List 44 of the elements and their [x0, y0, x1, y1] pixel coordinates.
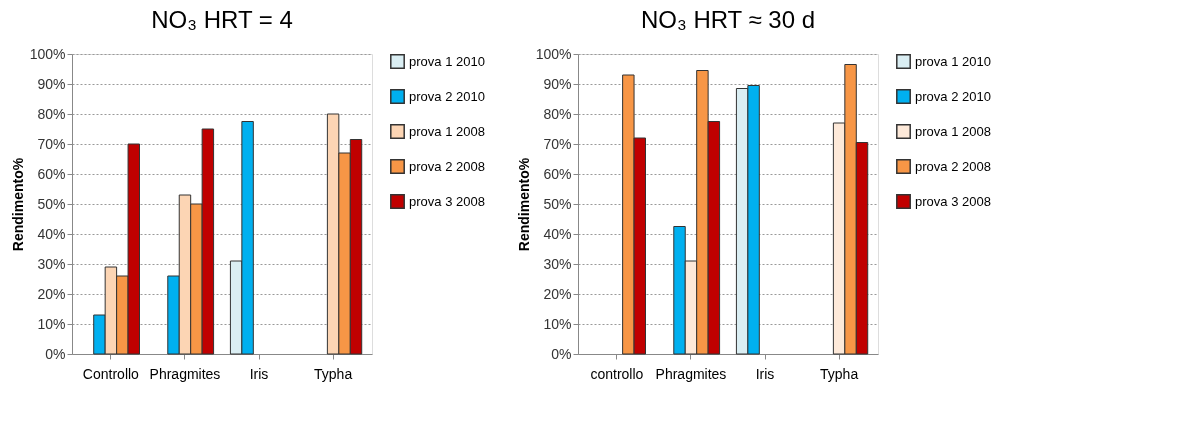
y-tick-label: 10% [37, 315, 66, 332]
x-tick-label: Phragmites [149, 365, 221, 382]
legend-label: prova 2 2008 [409, 158, 485, 174]
y-tick-label: 70% [543, 135, 572, 152]
legend-label: prova 1 2008 [915, 123, 991, 139]
y-tick-label: 60% [543, 165, 572, 182]
y-tick-label: 50% [37, 195, 66, 212]
legend-label: prova 2 2010 [915, 88, 991, 104]
y-tick-label: 40% [543, 225, 572, 242]
x-tick-label: Typha [314, 365, 353, 382]
y-tick-label: 0% [551, 345, 572, 362]
chart-title: NO₃ HRT = 4 [151, 6, 293, 33]
legend-label: prova 2 2008 [915, 158, 991, 174]
x-tick-label: Iris [755, 365, 775, 382]
legend-label: prova 3 2008 [409, 193, 485, 209]
y-tick-label: 10% [543, 315, 572, 332]
x-tick-label: controllo [590, 365, 644, 382]
y-tick-label: 20% [37, 285, 66, 302]
legend-label: prova 2 2010 [409, 88, 485, 104]
y-tick-label: 0% [45, 345, 66, 362]
y-tick-label: 100% [535, 45, 572, 62]
x-tick-label: Phragmites [655, 365, 727, 382]
chart-title: NO₃ HRT ≈ 30 d [640, 6, 816, 33]
y-tick-label: 30% [543, 255, 572, 272]
legend-label: prova 3 2008 [915, 193, 991, 209]
y-tick-label: 90% [543, 75, 572, 92]
y-tick-label: 40% [37, 225, 66, 242]
y-tick-label: 90% [37, 75, 66, 92]
y-tick-label: 50% [543, 195, 572, 212]
x-tick-label: Typha [820, 365, 859, 382]
legend-label: prova 1 2010 [409, 53, 485, 69]
y-tick-label: 30% [37, 255, 66, 272]
y-tick-label: 20% [543, 285, 572, 302]
x-tick-label: Controllo [82, 365, 140, 382]
y-axis-title: Rendimento% [9, 157, 26, 252]
y-axis-title: Rendimento% [515, 157, 532, 252]
y-tick-label: 60% [37, 165, 66, 182]
x-tick-label: Iris [249, 365, 269, 382]
y-tick-label: 80% [543, 105, 572, 122]
y-tick-label: 100% [29, 45, 66, 62]
y-tick-label: 70% [37, 135, 66, 152]
legend-label: prova 1 2010 [915, 53, 991, 69]
legend-label: prova 1 2008 [409, 123, 485, 139]
y-tick-label: 80% [37, 105, 66, 122]
